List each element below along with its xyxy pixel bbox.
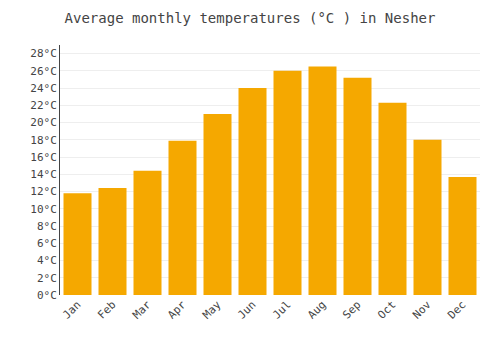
svg-text:Average monthly temperatures (: Average monthly temperatures (°C ) in Ne… [65, 10, 436, 26]
svg-text:Mar: Mar [130, 298, 154, 322]
svg-text:24°C: 24°C [30, 82, 57, 95]
svg-text:16°C: 16°C [30, 151, 57, 164]
svg-text:26°C: 26°C [30, 65, 57, 78]
svg-text:10°C: 10°C [30, 203, 57, 216]
svg-text:12°C: 12°C [30, 185, 57, 198]
svg-text:20°C: 20°C [30, 116, 57, 129]
svg-text:Nov: Nov [410, 298, 434, 322]
svg-text:May: May [200, 298, 224, 322]
svg-text:8°C: 8°C [37, 220, 57, 233]
svg-text:14°C: 14°C [30, 168, 57, 181]
svg-text:Feb: Feb [95, 298, 118, 321]
svg-text:Jan: Jan [60, 298, 83, 321]
svg-text:0°C: 0°C [37, 289, 57, 302]
svg-text:22°C: 22°C [30, 99, 57, 112]
svg-text:2°C: 2°C [37, 272, 57, 285]
svg-text:Apr: Apr [165, 298, 189, 322]
svg-text:Jun: Jun [235, 298, 258, 321]
svg-text:Sep: Sep [340, 298, 363, 321]
svg-text:28°C: 28°C [30, 47, 57, 60]
svg-text:Dec: Dec [445, 298, 468, 321]
svg-text:Oct: Oct [375, 298, 398, 321]
svg-text:6°C: 6°C [37, 237, 57, 250]
svg-text:18°C: 18°C [30, 134, 57, 147]
svg-text:4°C: 4°C [37, 254, 57, 267]
svg-text:Jul: Jul [270, 298, 293, 321]
svg-text:Aug: Aug [305, 298, 328, 321]
